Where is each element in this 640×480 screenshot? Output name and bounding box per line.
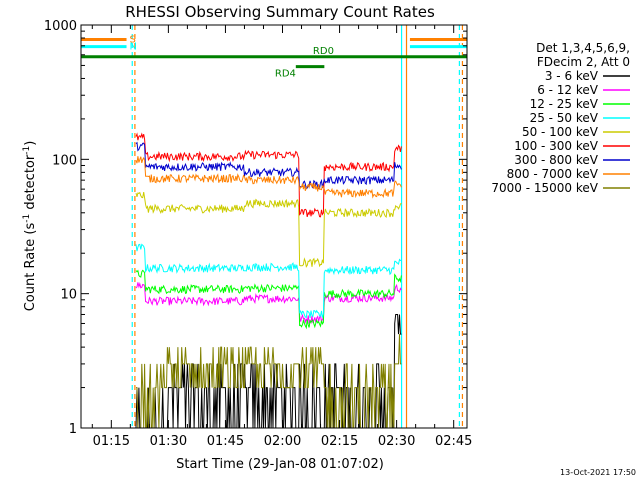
legend-entry-label: 50 - 100 keV [522, 125, 599, 139]
legend-entry-label: 7000 - 15000 keV [491, 181, 598, 195]
legend-entry-label: 300 - 800 keV [514, 153, 598, 167]
legend: Det 1,3,4,5,6,9, FDecim 2, Att 0 3 - 6 k… [491, 41, 630, 195]
legend-header-line-1: Det 1,3,4,5,6,9, [536, 41, 630, 55]
x-tick-label: 02:00 [264, 434, 301, 449]
x-tick-label: 02:15 [321, 434, 358, 449]
flag-label-N: N [130, 42, 137, 53]
flag-label-RD0: RD0 [313, 46, 334, 57]
series-line-300to800keV [135, 141, 402, 190]
series-line-12to25keV [135, 269, 402, 330]
x-tick-label: 01:15 [93, 434, 130, 449]
series-line-800to7000keV [135, 156, 402, 199]
y-tick-label: 100 [52, 153, 77, 168]
legend-entry-label: 3 - 6 keV [545, 69, 599, 83]
legend-entry-label: 800 - 7000 keV [507, 167, 599, 181]
legend-entry-label: 25 - 50 keV [530, 111, 599, 125]
flag-label-RD4: RD4 [275, 69, 296, 80]
series-line-7000to15000keV [136, 334, 402, 428]
y-tick-label: 1 [69, 422, 77, 437]
x-tick-label: 02:30 [378, 434, 415, 449]
legend-entry-label: 100 - 300 keV [514, 139, 598, 153]
y-tick-label: 1000 [44, 19, 77, 34]
series-line-25to50keV [135, 243, 402, 319]
series-line-100to300keV [135, 132, 402, 218]
legend-entry-label: 12 - 25 keV [530, 97, 599, 111]
flag-label-S: S [130, 34, 136, 45]
x-tick-label: 01:30 [150, 434, 187, 449]
x-tick-label: 02:45 [435, 434, 472, 449]
legend-entry-label: 6 - 12 keV [537, 83, 599, 97]
y-axis-label: Count Rate (s-1 detector-1) [22, 141, 38, 312]
x-tick-label: 01:45 [207, 434, 244, 449]
footer-timestamp: 13-Oct-2021 17:50 [560, 468, 636, 477]
legend-header-line-2: FDecim 2, Att 0 [537, 55, 630, 69]
series-line-6to12keV [135, 281, 402, 325]
series-line-50to100keV [135, 191, 402, 268]
chart-title: RHESSI Observing Summary Count Rates [125, 3, 435, 21]
x-axis-label: Start Time (29-Jan-08 01:07:02) [176, 457, 384, 472]
plot-frame [80, 24, 468, 429]
y-tick-label: 10 [60, 288, 77, 303]
